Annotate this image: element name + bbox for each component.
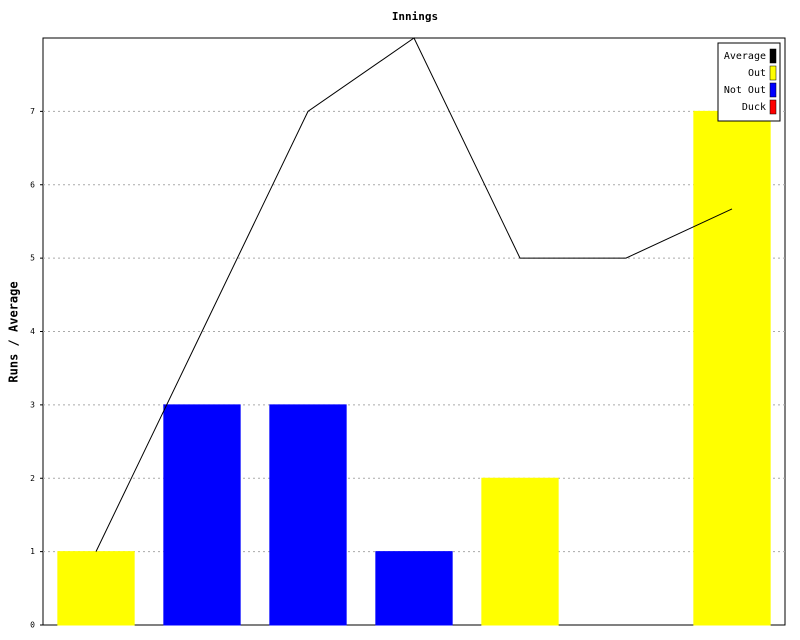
legend-swatch [769,48,777,64]
legend-label: Average [724,51,766,62]
legend-label: Out [748,68,766,79]
legend-swatch [769,99,777,115]
legend-box [717,42,781,122]
bar [481,477,559,626]
bar [375,551,453,626]
y-tick-label: 2 [30,474,35,483]
y-axis-label: Runs / Average [7,281,21,382]
y-tick-label: 0 [30,621,35,630]
y-tick-label: 6 [30,180,35,189]
bar [57,551,135,626]
y-tick-label: 3 [30,400,35,409]
legend-swatch [769,82,777,98]
bar [269,404,347,626]
legend-label: Duck [742,102,766,113]
bar [693,110,771,626]
legend: Average Out Not Out Duck [717,42,781,122]
y-tick-label: 1 [30,547,35,556]
legend-label: Not Out [724,85,766,96]
bar [163,404,241,626]
chart-title: Innings [392,10,438,23]
legend-swatch [769,65,777,81]
y-tick-label: 4 [30,327,35,336]
y-tick-label: 7 [30,107,35,116]
y-tick-label: 5 [30,254,35,263]
average-line [95,37,733,552]
